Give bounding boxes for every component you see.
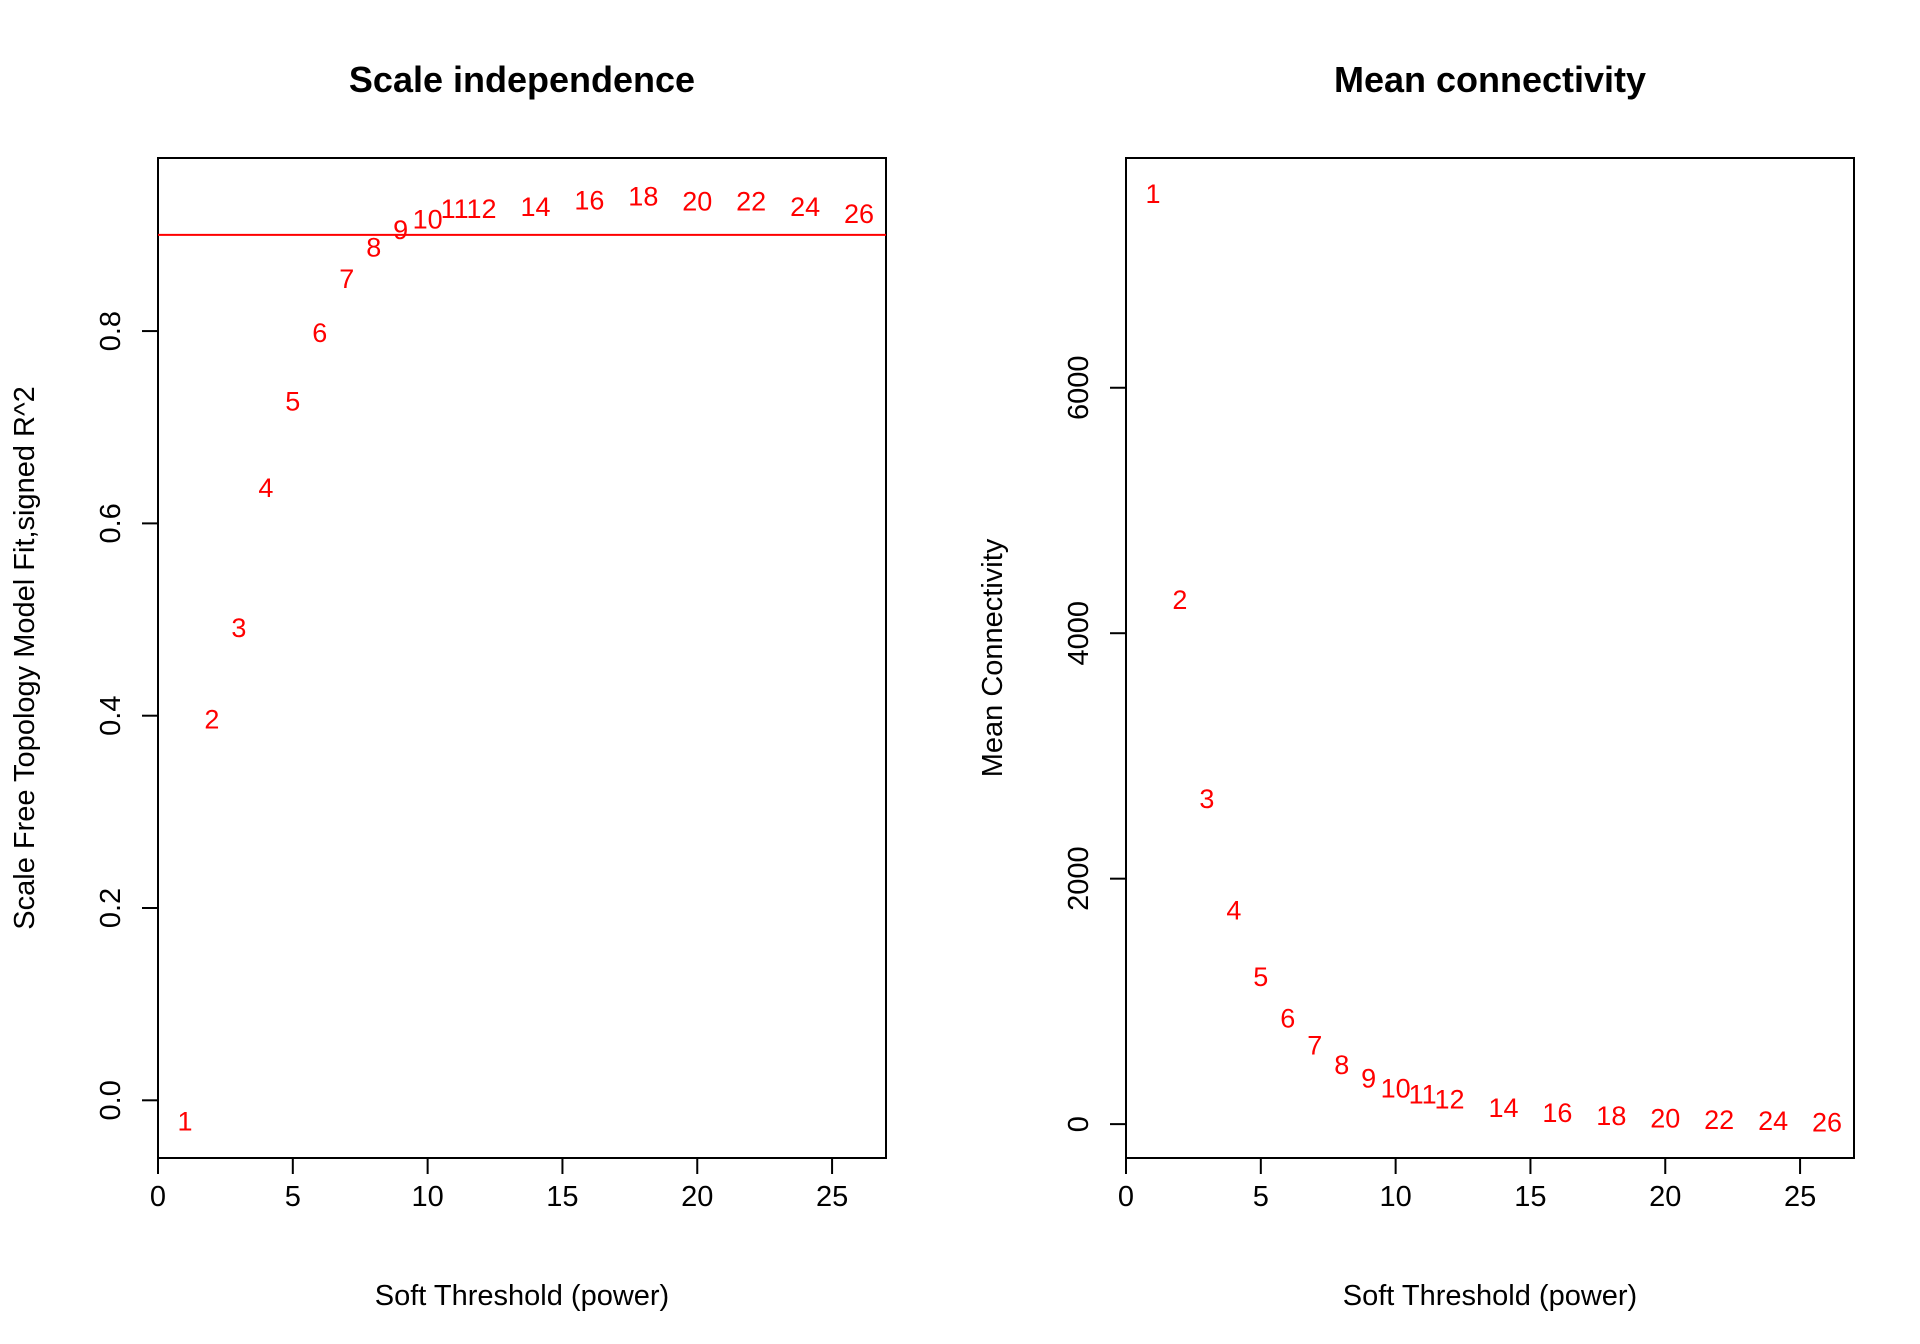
scale-independence-point-label: 20 [682, 186, 712, 216]
scale-independence-point-label: 10 [413, 205, 443, 235]
scale-independence-point-label: 18 [628, 181, 658, 211]
scale-independence-point-label: 22 [736, 186, 766, 216]
scale-independence-point-label: 3 [231, 613, 246, 643]
scale-independence-x-tick-label: 10 [411, 1181, 443, 1213]
mean-connectivity-panel: Mean connectivity Soft Threshold (power)… [977, 59, 1855, 1312]
scale-independence-y-tick-label: 0.6 [95, 503, 127, 543]
scale-independence-point-label: 12 [467, 194, 497, 224]
scale-independence-point-label: 26 [844, 199, 874, 229]
scale-independence-y-tick-label: 0.0 [95, 1080, 127, 1120]
scale-independence-y-axis-label: Scale Free Topology Model Fit,signed R^2 [9, 386, 41, 929]
mean-connectivity-point-label: 10 [1381, 1074, 1411, 1104]
mean-connectivity-title: Mean connectivity [1334, 59, 1646, 100]
mean-connectivity-point-label: 5 [1253, 962, 1268, 992]
scale-independence-x-tick-label: 5 [285, 1181, 301, 1213]
scale-independence-point-label: 16 [574, 185, 604, 215]
mean-connectivity-y-tick-label: 4000 [1063, 601, 1095, 666]
scale-independence-point-label: 2 [204, 705, 219, 735]
scale-independence-x-tick-label: 25 [816, 1181, 848, 1213]
scale-independence-point-label: 14 [520, 192, 550, 222]
scale-independence-point-label: 24 [790, 192, 820, 222]
scale-independence-y-tick-label: 0.4 [95, 696, 127, 736]
mean-connectivity-x-axis-label: Soft Threshold (power) [1343, 1280, 1637, 1312]
mean-connectivity-point-label: 4 [1226, 896, 1241, 926]
scale-independence-point-label: 4 [258, 473, 273, 503]
mean-connectivity-point-label: 16 [1542, 1098, 1572, 1128]
mean-connectivity-x-tick-label: 15 [1514, 1181, 1546, 1213]
scale-independence-x-tick-label: 20 [681, 1181, 713, 1213]
scale-independence-y-tick-label: 0.8 [95, 311, 127, 351]
mean-connectivity-point-label: 8 [1334, 1050, 1349, 1080]
mean-connectivity-y-axis: 0 2000 4000 6000 [1063, 355, 1127, 1132]
scale-independence-point-label: 6 [312, 318, 327, 348]
mean-connectivity-point-label: 14 [1488, 1093, 1518, 1123]
scale-independence-point-label: 7 [339, 264, 354, 294]
mean-connectivity-x-tick-label: 5 [1253, 1181, 1269, 1213]
scale-independence-x-tick-label: 15 [546, 1181, 578, 1213]
mean-connectivity-x-tick-label: 10 [1379, 1181, 1411, 1213]
scale-independence-x-tick-label: 0 [150, 1181, 166, 1213]
mean-connectivity-point-label: 2 [1172, 585, 1187, 615]
scale-independence-y-axis: 0.0 0.2 0.4 0.6 0.8 [95, 311, 159, 1120]
mean-connectivity-point-label: 18 [1596, 1101, 1626, 1131]
mean-connectivity-x-tick-label: 25 [1784, 1181, 1816, 1213]
mean-connectivity-x-tick-label: 20 [1649, 1181, 1681, 1213]
mean-connectivity-x-tick-label: 0 [1118, 1181, 1134, 1213]
scale-independence-point-label: 8 [366, 232, 381, 262]
mean-connectivity-point-label: 11 [1409, 1080, 1437, 1110]
mean-connectivity-point-label: 26 [1812, 1107, 1842, 1137]
scale-independence-point-label: 5 [285, 386, 300, 416]
scale-independence-point-label: 1 [177, 1106, 192, 1136]
mean-connectivity-point-label: 3 [1199, 784, 1214, 814]
scale-independence-y-tick-label: 0.2 [95, 888, 127, 928]
mean-connectivity-point-label: 12 [1435, 1085, 1465, 1115]
mean-connectivity-point-label: 20 [1650, 1104, 1680, 1134]
mean-connectivity-point-label: 22 [1704, 1105, 1734, 1135]
scale-independence-x-axis-label: Soft Threshold (power) [375, 1280, 669, 1312]
mean-connectivity-point-label: 24 [1758, 1106, 1788, 1136]
mean-connectivity-y-tick-label: 0 [1063, 1116, 1095, 1132]
mean-connectivity-point-label: 9 [1361, 1064, 1376, 1094]
mean-connectivity-y-axis-label: Mean Connectivity [977, 538, 1009, 777]
mean-connectivity-point-label: 6 [1280, 1004, 1295, 1034]
scale-independence-panel: Scale independence Soft Threshold (power… [9, 59, 887, 1312]
mean-connectivity-point-label: 1 [1145, 179, 1160, 209]
scale-independence-point-label: 9 [393, 215, 408, 245]
scale-independence-title: Scale independence [349, 59, 695, 100]
scale-independence-point-label: 11 [441, 194, 469, 224]
mean-connectivity-x-axis: 0 5 10 15 20 25 [1118, 1157, 1816, 1213]
mean-connectivity-y-tick-label: 2000 [1063, 846, 1095, 911]
mean-connectivity-point-label: 7 [1307, 1031, 1322, 1061]
mean-connectivity-y-tick-label: 6000 [1063, 355, 1095, 420]
scale-independence-x-axis: 0 5 10 15 20 25 [150, 1157, 848, 1213]
